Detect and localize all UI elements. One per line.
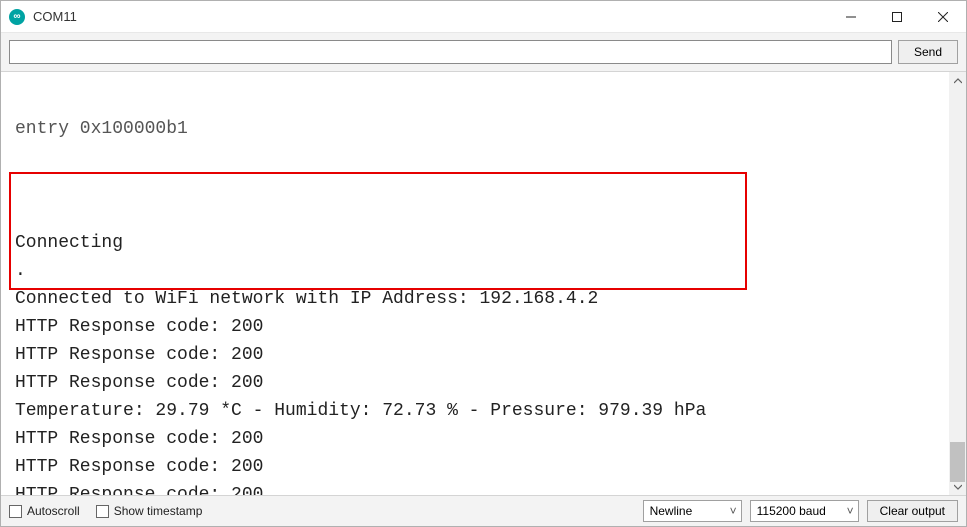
serial-input[interactable] bbox=[9, 40, 892, 64]
clear-output-button[interactable]: Clear output bbox=[867, 500, 958, 522]
output-line: Connected to WiFi network with IP Addres… bbox=[15, 285, 939, 313]
output-line: HTTP Response code: 200 bbox=[15, 341, 939, 369]
line-ending-value: Newline bbox=[650, 504, 722, 518]
titlebar: ∞ COM11 bbox=[1, 1, 966, 33]
baud-value: 115200 baud bbox=[757, 504, 839, 518]
maximize-icon bbox=[892, 12, 902, 22]
send-button[interactable]: Send bbox=[898, 40, 958, 64]
window-title: COM11 bbox=[33, 9, 828, 24]
line-ending-select[interactable]: Newline ˅ bbox=[643, 500, 742, 522]
output-line: HTTP Response code: 200 bbox=[15, 453, 939, 481]
window-controls bbox=[828, 1, 966, 32]
maximize-button[interactable] bbox=[874, 1, 920, 32]
serial-output: entry 0x100000b1 Connecting.Connected to… bbox=[1, 72, 949, 495]
close-icon bbox=[938, 12, 948, 22]
output-line: Connecting bbox=[15, 229, 939, 257]
send-bar: Send bbox=[1, 33, 966, 71]
autoscroll-label: Autoscroll bbox=[27, 504, 80, 518]
autoscroll-checkbox[interactable] bbox=[9, 505, 22, 518]
output-line: HTTP Response code: 200 bbox=[15, 481, 939, 495]
chevron-down-icon: ˅ bbox=[730, 504, 737, 518]
output-line: . bbox=[15, 257, 939, 285]
timestamp-option[interactable]: Show timestamp bbox=[96, 504, 203, 518]
minimize-icon bbox=[846, 12, 856, 22]
chevron-down-icon: ˅ bbox=[847, 504, 854, 518]
close-button[interactable] bbox=[920, 1, 966, 32]
scroll-up-button[interactable] bbox=[949, 72, 966, 89]
serial-monitor-window: ∞ COM11 Send entry 0x100000b1 Connecting… bbox=[0, 0, 967, 527]
autoscroll-option[interactable]: Autoscroll bbox=[9, 504, 80, 518]
footer-bar: Autoscroll Show timestamp Newline ˅ 1152… bbox=[1, 495, 966, 526]
chevron-down-icon bbox=[954, 484, 962, 490]
vertical-scrollbar[interactable] bbox=[949, 72, 966, 495]
output-line: HTTP Response code: 200 bbox=[15, 313, 939, 341]
scroll-down-button[interactable] bbox=[949, 478, 966, 495]
scroll-thumb[interactable] bbox=[950, 442, 965, 482]
chevron-up-icon bbox=[954, 78, 962, 84]
timestamp-checkbox[interactable] bbox=[96, 505, 109, 518]
output-line: Temperature: 29.79 *C - Humidity: 72.73 … bbox=[15, 397, 939, 425]
arduino-icon: ∞ bbox=[9, 9, 25, 25]
output-line: HTTP Response code: 200 bbox=[15, 369, 939, 397]
output-line: HTTP Response code: 200 bbox=[15, 425, 939, 453]
baud-select[interactable]: 115200 baud ˅ bbox=[750, 500, 859, 522]
minimize-button[interactable] bbox=[828, 1, 874, 32]
timestamp-label: Show timestamp bbox=[114, 504, 203, 518]
output-pane: entry 0x100000b1 Connecting.Connected to… bbox=[1, 71, 966, 495]
output-line: entry 0x100000b1 bbox=[15, 115, 939, 143]
